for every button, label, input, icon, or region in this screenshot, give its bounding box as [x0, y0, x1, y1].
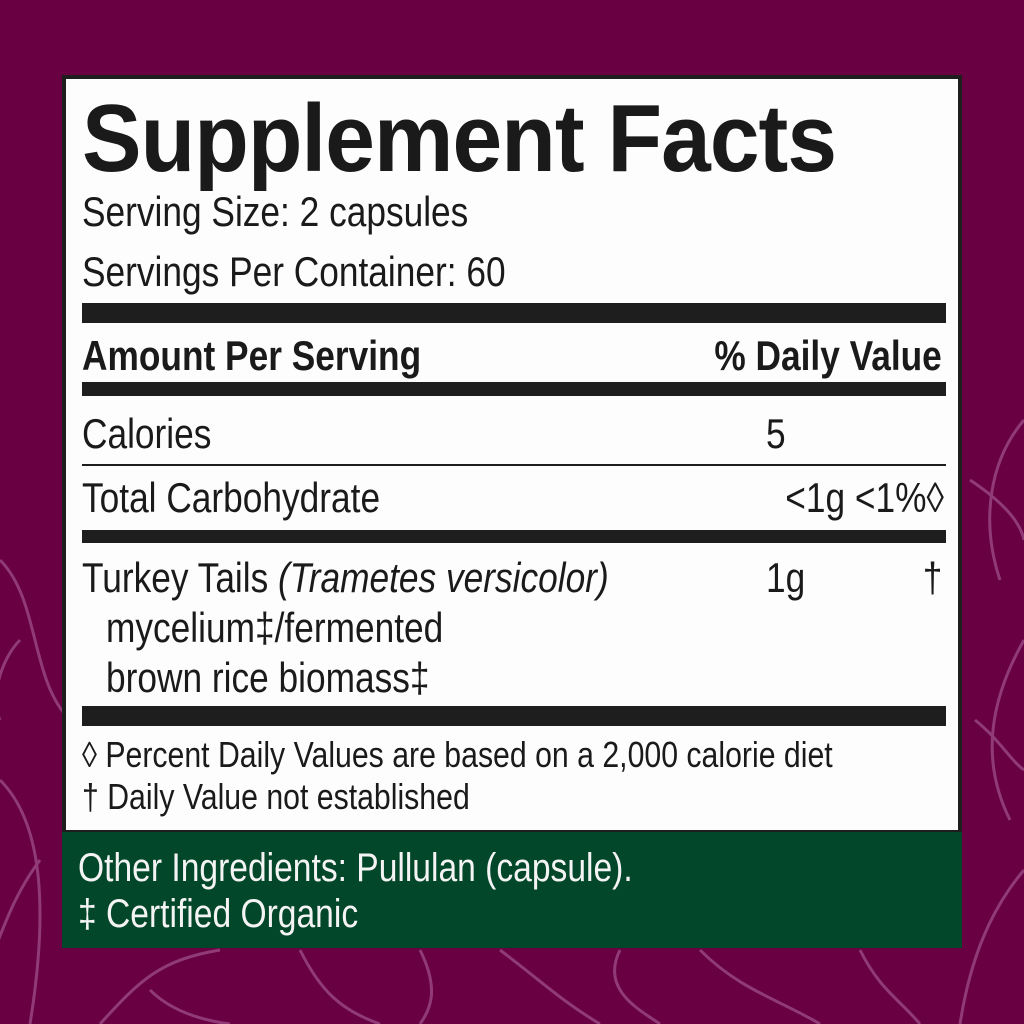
- turkey-tails-line2: mycelium‡/fermented: [106, 604, 444, 651]
- turkey-tails-label: Turkey Tails (Trametes versicolor): [82, 557, 609, 599]
- turkey-tails-amount: 1g: [766, 554, 806, 601]
- turkey-tails-line3: brown rice biomass‡: [106, 654, 430, 701]
- calories-label: Calories: [82, 410, 212, 457]
- thin-divider: [82, 464, 946, 466]
- footnote-dv-not-established: † Daily Value not established: [82, 776, 470, 817]
- thick-divider: [82, 706, 946, 726]
- total-carbohydrate-amount: <1g <1%◊: [785, 474, 944, 521]
- servings-per-container: Servings Per Container: 60: [82, 248, 506, 295]
- panel-title: Supplement Facts: [82, 85, 837, 192]
- supplement-facts-panel: Supplement Facts Serving Size: 2 capsule…: [62, 75, 962, 834]
- footnote-daily-values: ◊ Percent Daily Values are based on a 2,…: [82, 734, 833, 775]
- turkey-tails-daily-value: †: [922, 554, 942, 601]
- total-carbohydrate-label: Total Carbohydrate: [82, 474, 381, 521]
- amount-per-serving-header: Amount Per Serving: [82, 332, 422, 379]
- other-ingredients-panel: Other Ingredients: Pullulan (capsule). ‡…: [62, 832, 962, 948]
- ingredient-name: Turkey Tails: [82, 554, 269, 601]
- calories-amount: 5: [766, 410, 786, 457]
- medium-divider: [82, 530, 946, 543]
- latin-name: (Trametes versicolor): [278, 554, 609, 601]
- serving-size: Serving Size: 2 capsules: [82, 188, 469, 235]
- certified-organic-note: ‡ Certified Organic: [78, 892, 359, 936]
- medium-divider: [82, 382, 946, 396]
- daily-value-header: % Daily Value: [714, 332, 942, 379]
- other-ingredients: Other Ingredients: Pullulan (capsule).: [78, 846, 633, 890]
- thick-divider: [82, 303, 946, 323]
